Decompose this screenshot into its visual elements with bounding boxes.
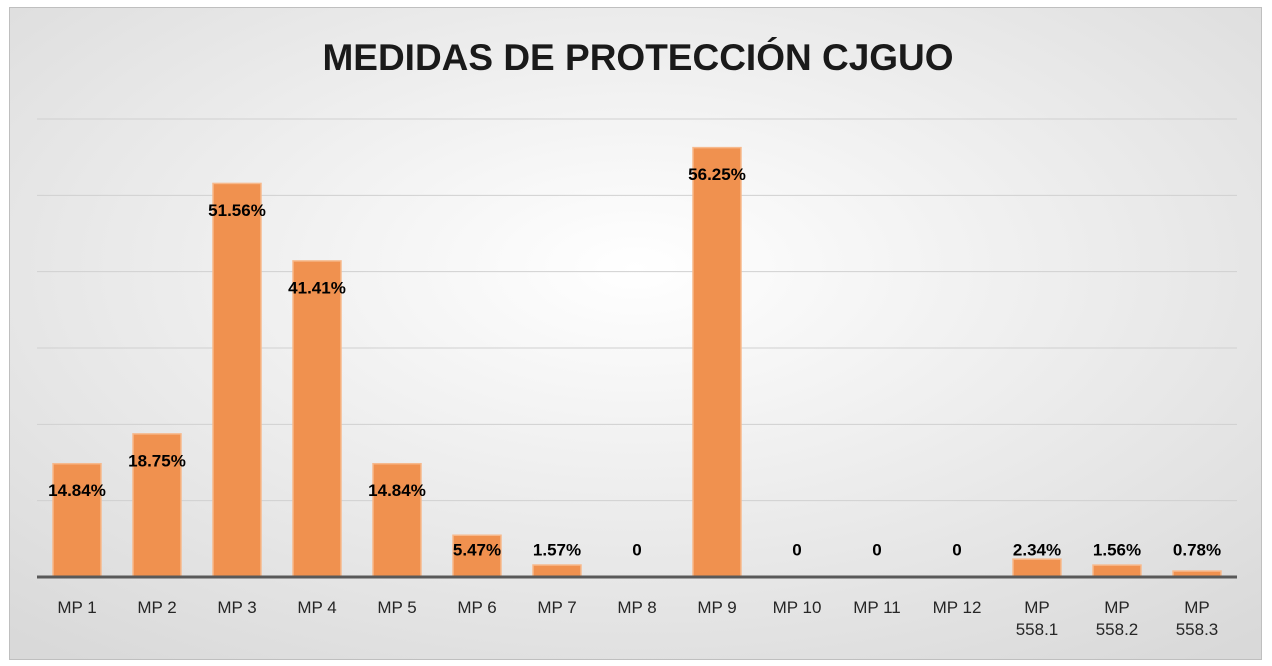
- data-label: 0: [952, 540, 961, 559]
- bar: [692, 146, 742, 578]
- x-tick-label: MP 4: [297, 598, 337, 617]
- data-label: 2.34%: [1013, 540, 1061, 559]
- x-tick-label: MP 11: [853, 598, 901, 617]
- bar: [532, 564, 582, 578]
- data-label: 0: [792, 540, 801, 559]
- data-label: 1.56%: [1093, 540, 1141, 559]
- x-tick-label: MP 5: [377, 598, 417, 617]
- data-label: 14.84%: [368, 481, 426, 500]
- x-tick-label: MP 1: [57, 598, 97, 617]
- bar: [132, 433, 182, 578]
- bar: [1092, 564, 1142, 578]
- x-tick-label: MP 9: [697, 598, 737, 617]
- x-tick-label: MP 558.1: [1015, 598, 1059, 639]
- x-tick-label: MP 10: [772, 598, 822, 617]
- bar: [292, 260, 342, 578]
- x-tick-label: MP 8: [617, 598, 657, 617]
- chart-title: MEDIDAS DE PROTECCIÓN CJGUO: [322, 36, 953, 78]
- x-tick-label: MP 558.2: [1095, 598, 1139, 639]
- x-tick-label: MP 558.3: [1175, 598, 1219, 639]
- data-label: 41.41%: [288, 278, 346, 297]
- bar: [372, 462, 422, 578]
- x-tick-label: MP 12: [932, 598, 982, 617]
- data-label: 18.75%: [128, 451, 186, 470]
- data-label: 5.47%: [453, 540, 501, 559]
- data-label: 0.78%: [1173, 540, 1221, 559]
- bar: [212, 182, 262, 578]
- data-label: 51.56%: [208, 201, 266, 220]
- data-label: 0: [872, 540, 881, 559]
- data-label: 0: [632, 540, 641, 559]
- chart-frame: [9, 7, 1262, 660]
- bar: [1012, 558, 1062, 578]
- x-tick-label: MP 2: [137, 598, 177, 617]
- x-tick-label: MP 7: [537, 598, 577, 617]
- x-tick-label: MP 6: [457, 598, 497, 617]
- data-label: 1.57%: [533, 540, 581, 559]
- data-label: 56.25%: [688, 165, 746, 184]
- x-tick-label: MP 3: [217, 598, 257, 617]
- data-label: 14.84%: [48, 481, 106, 500]
